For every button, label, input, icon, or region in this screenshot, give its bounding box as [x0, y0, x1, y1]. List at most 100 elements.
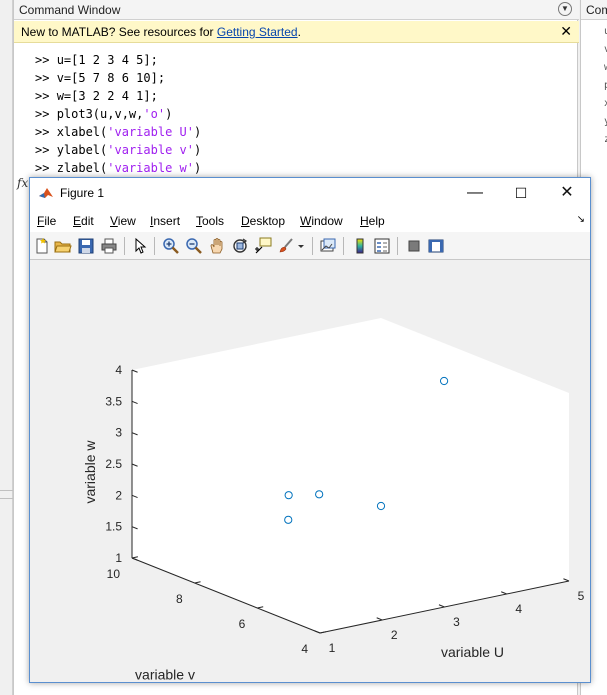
getting-started-link[interactable]: Getting Started — [216, 25, 298, 39]
z-tick — [131, 369, 138, 373]
menu-help[interactable]: Help — [360, 214, 385, 228]
x-axis-label: variable U — [441, 644, 504, 660]
command-line: >> w=[3 2 2 4 1]; — [35, 87, 201, 105]
workspace-variable[interactable]: u — [604, 23, 607, 41]
plot-area[interactable]: 1 2 3 4 5 4 6 8 10 1 1.5 2 2.5 3 3.5 4 variable U varia… — [30, 261, 590, 682]
close-button[interactable]: ✕ — [560, 184, 574, 201]
rotate-3d-icon[interactable] — [231, 237, 249, 255]
toolbar-separator — [312, 237, 313, 255]
figure-titlebar[interactable]: Figure 1 — ☐ ✕ — [30, 178, 590, 208]
link-plot-icon[interactable] — [319, 237, 337, 255]
save-icon[interactable] — [77, 237, 95, 255]
left-dock-strip — [0, 0, 13, 695]
command-window-titlebar: Command Window ▼ — [14, 0, 579, 20]
hide-plot-tools-icon[interactable] — [405, 237, 423, 255]
zoom-out-icon[interactable] — [185, 237, 203, 255]
menu-insert[interactable]: Insert — [150, 214, 180, 228]
command-string-literal: 'variable w' — [107, 161, 194, 175]
workspace-variable[interactable]: x — [604, 95, 607, 113]
z-tick-label: 2.5 — [105, 457, 122, 471]
x-tick-label: 4 — [515, 602, 522, 616]
matlab-logo-icon — [38, 185, 54, 201]
prompt: >> — [35, 71, 57, 85]
banner-suffix: . — [297, 25, 301, 39]
command-line: >> ylabel('variable v') — [35, 141, 201, 159]
data-points[interactable] — [284, 376, 449, 524]
data-point-marker[interactable] — [284, 515, 293, 524]
print-icon[interactable] — [100, 237, 118, 255]
y-tick-label: 6 — [239, 617, 246, 631]
command-code: ylabel( — [56, 143, 108, 157]
x-tick-label: 1 — [329, 641, 336, 655]
menu-view[interactable]: View — [110, 214, 136, 228]
data-point-marker[interactable] — [439, 376, 449, 386]
menu-tools[interactable]: Tools — [196, 214, 224, 228]
open-file-icon[interactable] — [54, 237, 72, 255]
edit-plot-icon[interactable] — [131, 237, 149, 255]
command-code: u=[1 2 3 4 5]; — [56, 53, 158, 67]
pan-icon[interactable] — [208, 237, 226, 255]
y-axis-line — [131, 557, 321, 634]
x-tick-label: 2 — [391, 628, 398, 642]
workspace-variable[interactable]: p — [604, 77, 607, 95]
banner-message: New to MATLAB? See resources for — [21, 25, 217, 39]
chevron-down-icon[interactable] — [296, 237, 306, 255]
workspace-variable[interactable]: v — [604, 41, 607, 59]
menu-mnemonic: T — [196, 214, 202, 228]
function-browser-icon[interactable]: fx — [17, 176, 29, 190]
workspace-titlebar: Com — [581, 0, 607, 20]
z-tick-label: 3.5 — [105, 394, 122, 408]
y-tick — [131, 556, 138, 559]
workspace-variable-list: uvwpxyz — [604, 23, 607, 149]
tick-marks — [131, 369, 570, 634]
x-tick — [500, 591, 507, 595]
z-tick-label: 4 — [115, 363, 122, 377]
command-string-literal: 'variable U' — [107, 125, 194, 139]
chevron-down-icon[interactable]: ▼ — [558, 2, 572, 16]
prompt: >> — [35, 161, 57, 175]
minimize-button[interactable]: — — [467, 184, 483, 201]
z-tick — [131, 432, 138, 436]
dock-arrow-icon[interactable]: ↘ — [576, 214, 585, 225]
command-code: xlabel( — [56, 125, 108, 139]
z-tick-label: 3 — [115, 426, 122, 440]
prompt: >> — [35, 143, 57, 157]
menu-edit[interactable]: Edit — [73, 214, 94, 228]
menu-window[interactable]: Window — [300, 214, 343, 228]
data-cursor-icon[interactable] — [254, 237, 272, 255]
y-tick — [194, 581, 201, 584]
colorbar-icon[interactable] — [351, 237, 369, 255]
workspace-variable[interactable]: w — [604, 59, 607, 77]
legend-icon[interactable] — [373, 237, 391, 255]
command-line: >> zlabel('variable w') — [35, 159, 201, 177]
y-tick — [319, 631, 326, 634]
zoom-in-icon[interactable] — [162, 237, 180, 255]
workspace-variable[interactable]: y — [604, 113, 607, 131]
brush-icon[interactable] — [277, 237, 295, 255]
data-point-marker[interactable] — [315, 490, 324, 499]
menu-desktop[interactable]: Desktop — [241, 214, 285, 228]
toolbar-separator — [397, 237, 398, 255]
x-tick-label: 3 — [453, 615, 460, 629]
figure-window[interactable]: Figure 1 — ☐ ✕ File Edit View Insert Tools De… — [29, 177, 591, 683]
z-tick — [131, 557, 138, 561]
data-point-marker[interactable] — [284, 491, 293, 500]
z-tick-label: 2 — [115, 488, 122, 502]
maximize-button[interactable]: ☐ — [514, 185, 528, 201]
show-plot-tools-icon[interactable] — [427, 237, 445, 255]
workspace-variable[interactable]: z — [604, 131, 607, 149]
menu-label-rest: esktop — [249, 214, 286, 228]
command-string-literal: 'o' — [143, 107, 166, 121]
command-line: >> u=[1 2 3 4 5]; — [35, 51, 201, 69]
toolbar-separator — [124, 237, 125, 255]
menu-file[interactable]: File — [37, 214, 56, 228]
figure-menubar: File Edit View Insert Tools Desktop Window Help… — [30, 208, 590, 232]
figure-toolbar — [30, 232, 590, 260]
data-point-marker[interactable] — [376, 501, 386, 511]
menu-mnemonic: H — [360, 214, 369, 228]
menu-label-rest: dit — [81, 214, 94, 228]
plot3-axes[interactable]: 1 2 3 4 5 4 6 8 10 1 1.5 2 2.5 3 3.5 4 variable U varia… — [30, 261, 590, 682]
x-tick — [314, 630, 321, 634]
close-icon[interactable]: ✕ — [560, 23, 572, 39]
new-figure-icon[interactable] — [33, 237, 51, 255]
